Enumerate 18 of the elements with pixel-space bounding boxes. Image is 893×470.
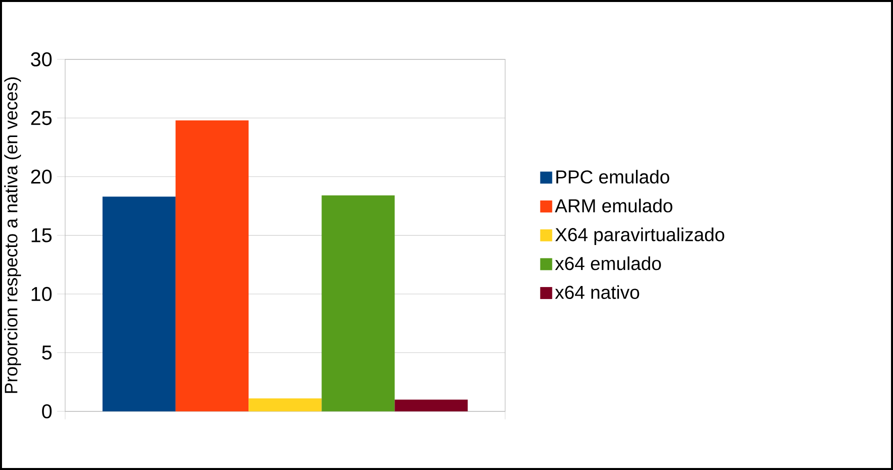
bar xyxy=(322,195,395,412)
legend-label: X64 paravirtualizado xyxy=(555,228,724,245)
bar xyxy=(248,398,322,412)
legend-label: x64 nativo xyxy=(555,285,640,299)
y-tick-label: 15 xyxy=(32,228,52,242)
y-tick-label: 0 xyxy=(42,404,52,418)
y-tick-label: 10 xyxy=(32,286,52,302)
bar xyxy=(394,400,468,412)
y-tick-label: 5 xyxy=(42,346,52,360)
y-axis-title: Proporcion respecto a nativa (en veces) xyxy=(4,77,22,393)
legend-label: ARM emulado xyxy=(554,198,672,212)
legend-label: x64 emulado xyxy=(555,256,661,270)
y-tick-label: 30 xyxy=(30,52,52,66)
bar xyxy=(176,120,249,412)
legend-label: PPC emulado xyxy=(556,170,670,184)
y-tick-label: 25 xyxy=(31,110,52,126)
bar xyxy=(102,196,176,412)
y-tick-label: 20 xyxy=(31,170,52,184)
